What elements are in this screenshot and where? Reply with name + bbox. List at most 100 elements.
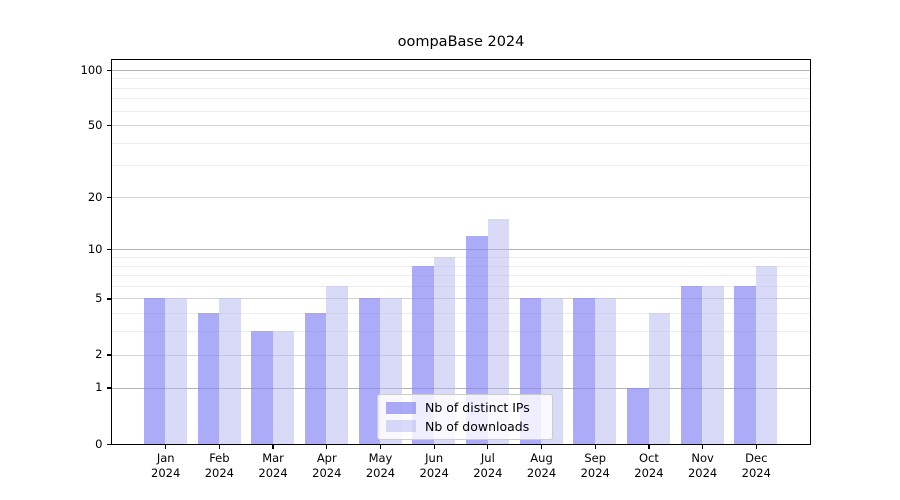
bar-downloads-jan [165, 298, 187, 444]
x-tick-label-may: May 2024 [352, 451, 408, 481]
bar-downloads-jul [487, 219, 510, 444]
y-tick-10 [106, 249, 112, 251]
x-tick-jul [487, 445, 489, 449]
y-tick-label-10: 10 [87, 242, 103, 257]
bar-ips-sep [573, 298, 595, 444]
gridline-minor-9 [111, 257, 810, 259]
gridline-minor-60 [111, 110, 810, 112]
y-tick-label-50: 50 [87, 117, 103, 132]
gridline-minor-70 [111, 98, 810, 100]
bar-ips-nov [680, 285, 703, 444]
chart-title: oompaBase 2024 [397, 34, 525, 50]
bar-ips-may [358, 298, 381, 444]
legend-label-distinct-ips: Nb of distinct IPs [425, 400, 530, 416]
x-label-year: 2024 [473, 466, 503, 480]
gridline-minor-7 [111, 275, 810, 277]
x-label-month: Aug [530, 451, 553, 465]
x-label-month: Jun [425, 451, 444, 465]
y-tick-label-20: 20 [87, 189, 103, 204]
bar-ips-feb [197, 313, 220, 444]
y-tick-100 [106, 69, 112, 71]
x-tick-sep [594, 445, 596, 449]
gridline-minor-80 [111, 87, 810, 89]
x-tick-nov [701, 445, 704, 449]
legend: Nb of distinct IPs Nb of downloads [377, 394, 553, 440]
gridline-major-50 [111, 125, 810, 127]
gridline-major-10 [111, 249, 810, 251]
y-tick-20 [106, 196, 112, 199]
y-tick-50 [106, 124, 112, 127]
legend-label-downloads: Nb of downloads [425, 418, 530, 434]
bar-ips-dec [734, 285, 756, 444]
x-label-year: 2024 [312, 466, 342, 480]
y-tick-label-1: 1 [95, 380, 103, 395]
x-tick-jun [433, 445, 435, 449]
gridline-minor-4 [111, 313, 810, 315]
y-tick-1 [106, 387, 112, 389]
gridline-major-100 [111, 69, 810, 71]
x-label-year: 2024 [741, 466, 771, 480]
gridline-minor-90 [111, 78, 810, 80]
x-label-year: 2024 [526, 466, 557, 480]
x-label-month: Feb [209, 451, 230, 465]
x-tick-label-jul: Jul 2024 [460, 451, 516, 481]
x-label-month: Jul [480, 451, 495, 465]
gridline-minor-6 [111, 285, 810, 287]
x-tick-label-jun: Jun 2024 [406, 451, 462, 481]
bar-downloads-dec [755, 265, 778, 444]
x-tick-label-aug: Aug 2024 [514, 451, 570, 481]
x-label-year: 2024 [634, 466, 664, 480]
x-tick-label-dec: Dec 2024 [728, 451, 784, 481]
x-label-month: Oct [638, 451, 659, 465]
gridline-major-5 [111, 298, 810, 300]
y-tick-2 [106, 354, 112, 356]
y-tick-label-5: 5 [95, 291, 103, 306]
x-tick-dec [755, 445, 757, 449]
x-label-year: 2024 [204, 466, 235, 480]
x-tick-label-nov: Nov 2024 [675, 451, 731, 481]
y-tick-label-2: 2 [95, 347, 103, 362]
gridline-minor-3 [111, 331, 810, 333]
bar-ips-jan [143, 298, 166, 444]
x-tick-label-apr: Apr 2024 [299, 451, 355, 481]
x-tick-jan [165, 445, 167, 449]
legend-entry-downloads: Nb of downloads [386, 419, 544, 434]
x-label-month: Mar [262, 451, 284, 465]
x-label-year: 2024 [687, 466, 718, 480]
y-tick-label-0: 0 [95, 436, 103, 451]
y-tick-0 [106, 443, 112, 445]
legend-swatch-downloads [386, 420, 416, 433]
x-tick-oct [648, 445, 650, 449]
x-label-year: 2024 [258, 466, 288, 480]
x-label-year: 2024 [419, 466, 449, 480]
x-label-year: 2024 [151, 466, 181, 480]
gridline-minor-8 [111, 265, 810, 267]
y-tick-5 [106, 298, 112, 300]
gridline-minor-30 [111, 165, 810, 167]
bar-ips-jul [466, 235, 488, 444]
x-tick-aug [540, 445, 543, 449]
gridline-minor-40 [111, 142, 810, 144]
bar-downloads-sep [594, 298, 617, 444]
x-label-year: 2024 [580, 466, 610, 480]
bar-ips-oct [627, 387, 649, 444]
x-label-month: Nov [691, 451, 714, 465]
bar-ips-apr [304, 313, 327, 444]
x-label-month: Jan [156, 451, 175, 465]
plot-area [110, 58, 811, 445]
x-label-month: Apr [316, 451, 337, 465]
bar-downloads-mar [272, 331, 295, 444]
x-tick-mar [272, 445, 274, 449]
x-label-month: Dec [745, 451, 768, 465]
x-tick-apr [326, 445, 328, 449]
gridline-major-2 [111, 354, 810, 356]
legend-swatch-distinct-ips [386, 401, 416, 414]
gridline-major-20 [111, 196, 810, 198]
gridline-major-1 [111, 387, 810, 389]
x-tick-label-feb: Feb 2024 [191, 451, 247, 481]
x-label-month: May [368, 451, 393, 465]
x-tick-label-jan: Jan 2024 [138, 451, 194, 481]
bar-downloads-nov [702, 285, 724, 444]
y-tick-label-100: 100 [80, 62, 103, 77]
